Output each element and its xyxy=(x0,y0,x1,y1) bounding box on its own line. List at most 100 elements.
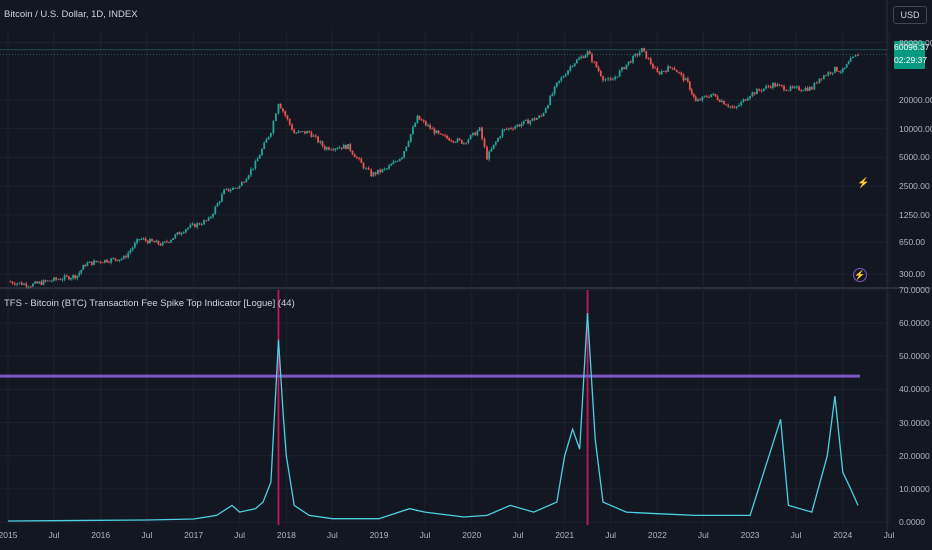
candle-body xyxy=(558,80,560,83)
candle-body xyxy=(714,93,717,97)
candle-body xyxy=(34,281,36,284)
candle-body xyxy=(697,99,699,102)
candle-body xyxy=(575,59,578,64)
candle-body xyxy=(279,103,282,109)
candle-body xyxy=(712,93,715,95)
price-tick-label: 80000.00 xyxy=(899,37,932,48)
candle-body xyxy=(194,223,196,228)
candle-body xyxy=(200,224,203,226)
candle-body xyxy=(155,240,158,243)
candle-body xyxy=(319,141,322,143)
candle-body xyxy=(538,115,541,119)
x-tick-label: Jul xyxy=(605,530,617,540)
candle-body xyxy=(612,79,614,81)
indicator-tick-label: 60.0000 xyxy=(899,318,930,329)
candle-body xyxy=(452,140,455,143)
candle-body xyxy=(178,232,181,235)
candle-body xyxy=(405,146,408,152)
candle-body xyxy=(207,217,210,221)
candle-body xyxy=(544,108,547,114)
candle-body xyxy=(854,54,857,57)
candle-body xyxy=(571,66,574,67)
candle-body xyxy=(800,90,803,92)
candle-body xyxy=(783,85,785,91)
candle-body xyxy=(535,118,538,120)
candle-body xyxy=(760,90,763,92)
candle-body xyxy=(638,52,641,56)
candle-body xyxy=(682,74,685,81)
candle-body xyxy=(314,135,317,137)
candle-body xyxy=(510,128,512,129)
candle-body xyxy=(27,286,30,288)
candle-body xyxy=(516,124,519,127)
candle-body xyxy=(370,169,373,177)
candle-body xyxy=(412,126,414,135)
candle-body xyxy=(388,165,390,169)
candle-body xyxy=(841,68,844,72)
candle-body xyxy=(212,213,214,217)
candle-body xyxy=(460,139,463,144)
x-tick-label: Jul xyxy=(883,530,895,540)
candle-body xyxy=(804,87,807,91)
candle-body xyxy=(214,206,217,214)
candle-body xyxy=(625,64,628,70)
candle-body xyxy=(174,234,177,239)
candle-body xyxy=(374,172,377,175)
candle-body xyxy=(249,169,252,176)
candle-body xyxy=(667,66,669,72)
candle-body xyxy=(151,239,153,242)
candle-body xyxy=(744,99,747,101)
candle-body xyxy=(602,76,604,81)
candle-body xyxy=(533,118,536,120)
candle-body xyxy=(247,175,250,179)
candle-body xyxy=(514,126,517,129)
candle-body xyxy=(78,272,81,276)
candle-body xyxy=(450,140,453,142)
lightning-icon[interactable]: ⚡ xyxy=(857,178,870,189)
candle-body xyxy=(662,71,665,72)
candle-body xyxy=(36,281,39,284)
candle-body xyxy=(843,67,846,69)
indicator-tick-label: 0.0000 xyxy=(899,517,925,527)
candle-body xyxy=(471,132,474,135)
candle-body xyxy=(317,136,319,143)
candle-body xyxy=(524,119,527,121)
candle-body xyxy=(263,142,266,149)
candle-body xyxy=(245,178,248,183)
lightning-icon[interactable]: ⚡ xyxy=(853,268,867,282)
candle-body xyxy=(815,82,818,84)
candle-body xyxy=(723,100,725,105)
candle-body xyxy=(409,134,412,142)
candle-body xyxy=(597,67,600,72)
candle-body xyxy=(383,168,386,170)
candle-body xyxy=(751,92,754,97)
candle-body xyxy=(325,147,328,150)
candle-body xyxy=(275,113,277,122)
candle-body xyxy=(161,242,164,246)
candle-body xyxy=(360,158,363,163)
candle-body xyxy=(675,70,678,73)
candle-body xyxy=(527,119,529,124)
currency-button[interactable]: USD xyxy=(893,6,927,24)
candle-body xyxy=(238,185,241,188)
candle-body xyxy=(74,275,77,279)
candle-body xyxy=(13,283,16,285)
candle-body xyxy=(776,84,779,87)
candle-body xyxy=(834,66,836,73)
candle-body xyxy=(422,120,425,122)
candle-body xyxy=(221,194,223,202)
candle-body xyxy=(129,250,132,253)
candle-body xyxy=(478,127,481,131)
candle-body xyxy=(103,259,106,263)
indicator-tick-label: 50.0000 xyxy=(899,351,930,362)
candle-body xyxy=(656,67,659,73)
candle-body xyxy=(758,89,761,91)
candle-body xyxy=(690,89,693,94)
candle-body xyxy=(23,283,25,285)
candle-body xyxy=(118,259,121,261)
candle-body xyxy=(578,58,580,60)
candle-body xyxy=(209,216,212,218)
candle-body xyxy=(291,124,293,130)
x-tick-label: Jul xyxy=(234,530,246,540)
